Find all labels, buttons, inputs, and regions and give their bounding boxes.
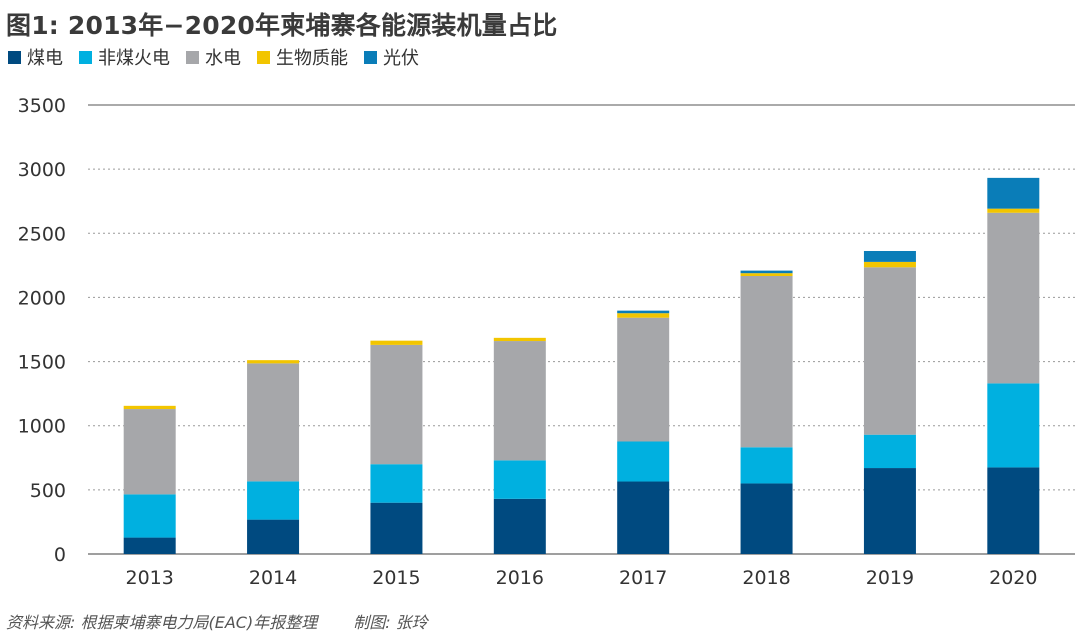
y-tick-label: 1500 (18, 352, 66, 374)
legend-swatch (364, 50, 377, 64)
bar-segment (863, 468, 916, 554)
bar-segment (987, 467, 1040, 554)
legend-label: 生物质能 (276, 48, 348, 69)
bar-segment (123, 537, 176, 554)
x-tick-label: 2015 (372, 567, 420, 589)
y-tick-label: 3000 (18, 159, 66, 181)
legend-item: 生物质能 (257, 44, 348, 70)
bar-segment (493, 498, 546, 554)
source-text: 资料来源: 根据柬埔寨电力局(EAC)年报整理 (6, 613, 318, 632)
bar-segment (740, 273, 793, 277)
bar-segment (617, 313, 670, 318)
legend-item: 非煤火电 (79, 44, 170, 70)
bar-segment (863, 267, 916, 435)
legend: 煤电 非煤火电 水电 生物质能 光伏 (8, 44, 435, 70)
x-tick-label: 2013 (126, 567, 174, 589)
bar-segment (123, 405, 176, 410)
bar-segment (617, 481, 670, 554)
bar-segment (617, 317, 670, 442)
bar-segment (617, 310, 670, 314)
bar-segment (740, 276, 793, 448)
bar-segment (370, 344, 423, 465)
bar-segment (247, 360, 300, 364)
bar-segment (740, 483, 793, 554)
bar-segment (740, 447, 793, 484)
bar-segment (987, 212, 1040, 384)
bar-segment (370, 502, 423, 554)
bar-segment (987, 177, 1040, 209)
chart-title: 图1: 2013年−2020年柬埔寨各能源装机量占比 (6, 11, 558, 40)
y-tick-label: 2000 (18, 287, 66, 309)
y-tick-label: 3500 (18, 95, 66, 117)
bar-segment (617, 441, 670, 482)
x-tick-label: 2019 (866, 567, 914, 589)
legend-swatch (79, 50, 92, 64)
bar-segment (247, 363, 300, 482)
legend-swatch (8, 50, 21, 64)
bar-segment (247, 519, 300, 554)
bar-segment (987, 208, 1040, 213)
credit-text: 制图: 张玲 (353, 613, 428, 632)
legend-item: 水电 (186, 44, 241, 70)
x-tick-label: 2014 (249, 567, 297, 589)
y-tick-label: 0 (54, 544, 66, 566)
legend-swatch (186, 50, 199, 64)
bar-segment (370, 340, 423, 345)
x-tick-label: 2016 (496, 567, 544, 589)
legend-item: 光伏 (364, 44, 419, 70)
legend-label: 非煤火电 (98, 48, 170, 69)
bar-segment (863, 261, 916, 268)
legend-label: 水电 (205, 48, 241, 69)
y-tick-label: 1000 (18, 416, 66, 438)
legend-swatch (257, 50, 270, 64)
bar-segment (493, 341, 546, 461)
bar-segment (863, 434, 916, 469)
x-tick-label: 2017 (619, 567, 667, 589)
bar-segment (370, 464, 423, 503)
bar-segment (987, 383, 1040, 468)
y-tick-label: 500 (30, 480, 66, 502)
x-tick-label: 2018 (742, 567, 790, 589)
bar-segment (493, 337, 546, 342)
bar-segment (493, 460, 546, 499)
bar-segment (123, 409, 176, 495)
source-note: 资料来源: 根据柬埔寨电力局(EAC)年报整理 制图: 张玲 (6, 609, 428, 633)
bar-segment (123, 494, 176, 538)
legend-label: 光伏 (383, 48, 419, 69)
y-tick-label: 2500 (18, 223, 66, 245)
legend-item: 煤电 (8, 44, 63, 70)
bar-segment (247, 481, 300, 520)
legend-label: 煤电 (27, 48, 63, 69)
bar-segment (740, 270, 793, 274)
x-tick-label: 2020 (989, 567, 1037, 589)
bar-segment (863, 250, 916, 262)
